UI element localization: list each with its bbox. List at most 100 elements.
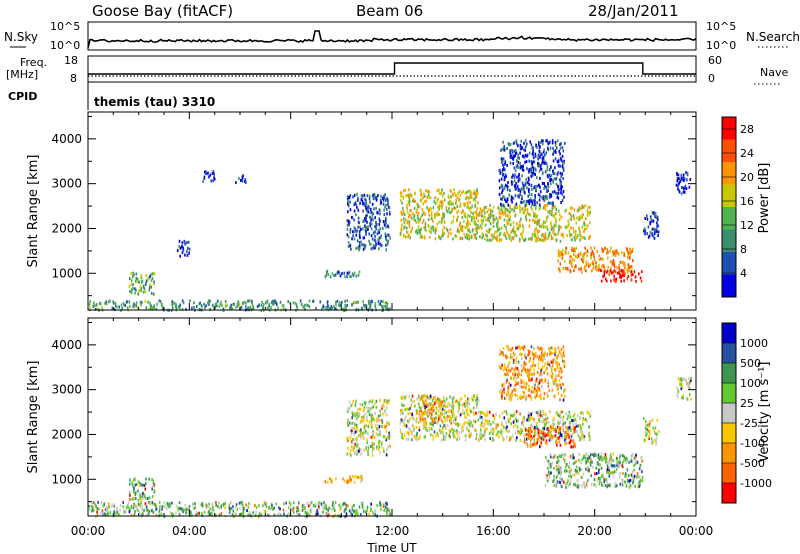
heatmap-cell (348, 204, 350, 208)
heatmap-cell (489, 203, 491, 207)
heatmap-cell (541, 139, 543, 143)
heatmap-cell (357, 225, 359, 229)
heatmap-cell (356, 436, 358, 440)
heatmap-cell (91, 509, 94, 512)
heatmap-cell (535, 204, 537, 208)
heatmap-cell (153, 307, 156, 311)
heatmap-cell (375, 220, 377, 224)
heatmap-cell (571, 246, 573, 250)
heatmap-cell (436, 222, 439, 226)
heatmap-cell (575, 469, 577, 473)
heatmap-cell (386, 399, 388, 403)
heatmap-cell (366, 441, 368, 444)
heatmap-cell (525, 215, 527, 219)
heatmap-cell (572, 473, 574, 477)
heatmap-cell (618, 456, 621, 460)
heatmap-cell (101, 511, 104, 515)
heatmap-cell (616, 460, 619, 464)
heatmap-cell (524, 238, 526, 242)
heatmap-cell (515, 346, 517, 350)
heatmap-cell (361, 195, 364, 199)
heatmap-cell (557, 252, 560, 256)
heatmap-cell (169, 504, 171, 508)
heatmap-cell (679, 179, 682, 183)
heatmap-cell (148, 307, 150, 311)
heatmap-cell (562, 167, 565, 171)
heatmap-cell (93, 301, 95, 305)
heatmap-cell (113, 504, 116, 508)
heatmap-cell (335, 303, 337, 307)
heatmap-cell (438, 204, 440, 208)
heatmap-cell (555, 384, 557, 388)
heatmap-cell (146, 497, 149, 500)
heatmap-cell (589, 205, 591, 209)
heatmap-cell (501, 185, 503, 189)
heatmap-cell (577, 424, 579, 428)
heatmap-cell (521, 168, 524, 171)
heatmap-cell (347, 446, 349, 450)
heatmap-cell (470, 195, 473, 199)
heatmap-cell (683, 190, 686, 194)
heatmap-cell (353, 203, 355, 207)
heatmap-cell (363, 408, 365, 411)
heatmap-cell (627, 480, 629, 484)
heatmap-cell (367, 445, 370, 448)
heatmap-cell (613, 278, 615, 282)
heatmap-cell (644, 232, 646, 236)
heatmap-cell (538, 141, 540, 145)
heatmap-cell (352, 446, 354, 450)
heatmap-cell (374, 230, 376, 234)
heatmap-cell (471, 229, 474, 233)
heatmap-cell (507, 181, 509, 184)
heatmap-cell (532, 443, 534, 447)
heatmap-cell (618, 271, 620, 275)
heatmap-cell (534, 152, 537, 156)
heatmap-cell (152, 292, 155, 296)
heatmap-cell (523, 211, 526, 215)
heatmap-cell (208, 502, 210, 506)
heatmap-cell (680, 173, 683, 177)
heatmap-cell (485, 218, 487, 222)
heatmap-cell (326, 307, 329, 311)
heatmap-cell (327, 304, 329, 308)
heatmap-cell (530, 373, 533, 376)
heatmap-cell (205, 506, 208, 510)
heatmap-cell (476, 405, 478, 409)
heatmap-cell (488, 228, 490, 232)
heatmap-cell (379, 451, 382, 455)
heatmap-cell (351, 421, 353, 425)
heatmap-cell (419, 188, 422, 192)
heatmap-cell (384, 205, 386, 209)
heatmap-cell (348, 195, 350, 199)
heatmap-cell (139, 505, 141, 509)
heatmap-cell (199, 301, 201, 305)
heatmap-cell (346, 481, 349, 484)
heatmap-cell (484, 428, 487, 432)
heatmap-cell (522, 154, 525, 158)
heatmap-cell (527, 394, 530, 398)
heatmap-cell (548, 389, 551, 393)
heatmap-cell (451, 407, 454, 410)
heatmap-cell (500, 366, 502, 370)
heatmap-cell (641, 459, 644, 463)
heatmap-cell (421, 418, 424, 421)
heatmap-cell (532, 160, 535, 164)
heatmap-cell (439, 405, 441, 409)
heatmap-cell (481, 424, 483, 428)
heatmap-cell (371, 450, 373, 454)
heatmap-cell (549, 453, 552, 456)
heatmap-cell (362, 303, 365, 307)
heatmap-cell (437, 213, 439, 217)
heatmap-cell (571, 248, 573, 252)
heatmap-cell (516, 159, 518, 163)
heatmap-cell (468, 197, 470, 201)
heatmap-cell (353, 271, 356, 275)
heatmap-cell (548, 462, 550, 466)
heatmap-cell (193, 306, 195, 309)
heatmap-cell (567, 432, 569, 436)
heatmap-cell (499, 186, 501, 190)
heatmap-cell (430, 422, 432, 426)
heatmap-cell (509, 234, 511, 238)
heatmap-cell (415, 211, 418, 214)
heatmap-cell (402, 437, 405, 441)
